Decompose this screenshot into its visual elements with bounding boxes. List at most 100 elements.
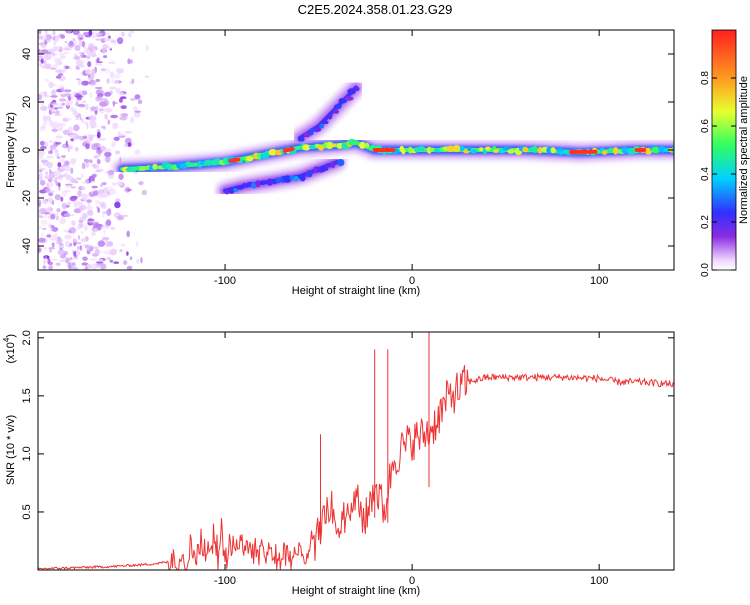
noise-speckle-dot bbox=[76, 60, 84, 66]
noise-speckle-dot bbox=[71, 220, 76, 226]
snr-y-axis-label: SNR (10 * v/v) bbox=[5, 415, 17, 485]
noise-speckle-dot bbox=[69, 227, 76, 234]
noise-speckle-dot bbox=[76, 100, 79, 105]
noise-speckle-dot bbox=[56, 135, 63, 138]
noise-speckle-dot bbox=[136, 241, 138, 248]
colorbar-tick-label: 0.8 bbox=[700, 71, 711, 85]
noise-speckle-dot bbox=[84, 46, 87, 51]
noise-speckle-dot bbox=[91, 174, 97, 178]
noise-speckle-dot bbox=[99, 107, 105, 114]
noise-speckle-dot bbox=[41, 232, 43, 237]
noise-speckle-dot bbox=[60, 175, 66, 177]
noise-speckle-dot bbox=[85, 245, 90, 249]
trace-blob bbox=[364, 143, 369, 148]
noise-speckle-dot bbox=[73, 125, 79, 132]
trace-blob bbox=[331, 143, 337, 147]
noise-speckle-dot bbox=[102, 44, 109, 49]
snr-multiplier-label: (x104) bbox=[2, 334, 17, 364]
trace-blob bbox=[354, 140, 359, 145]
noise-speckle-dot bbox=[46, 182, 53, 188]
noise-speckle-dot bbox=[77, 190, 82, 197]
noise-speckle-dot bbox=[64, 213, 70, 217]
spectrogram-y-axis-label: Frequency (Hz) bbox=[5, 112, 17, 188]
noise-speckle-dot bbox=[89, 135, 93, 141]
noise-speckle-dot bbox=[60, 56, 66, 59]
noise-speckle-dot bbox=[82, 101, 86, 103]
trace-blob bbox=[485, 147, 491, 151]
noise-speckle-dot bbox=[45, 171, 48, 175]
noise-speckle-dot bbox=[127, 189, 132, 191]
noise-speckle-dot bbox=[50, 84, 57, 86]
noise-speckle-dot bbox=[79, 38, 83, 40]
trace-blob bbox=[225, 189, 230, 195]
noise-speckle-dot bbox=[98, 240, 105, 247]
noise-speckle-dot bbox=[63, 48, 71, 50]
noise-speckle-dot bbox=[47, 234, 51, 237]
noise-speckle-dot bbox=[88, 219, 95, 221]
noise-speckle-dot bbox=[93, 246, 100, 249]
noise-speckle-dot bbox=[103, 55, 107, 58]
noise-speckle-dot bbox=[64, 165, 70, 171]
noise-speckle-dot bbox=[41, 59, 44, 64]
noise-speckle-dot bbox=[77, 97, 82, 100]
noise-speckle-dot bbox=[63, 130, 71, 133]
noise-speckle-dot bbox=[124, 131, 132, 133]
noise-speckle-dot bbox=[58, 127, 63, 131]
noise-speckle-dot bbox=[115, 214, 119, 216]
snr-plot-area bbox=[38, 332, 674, 570]
noise-speckle-dot bbox=[112, 139, 117, 146]
noise-speckle-dot bbox=[69, 41, 73, 47]
trace-blob bbox=[309, 145, 316, 149]
noise-speckle-dot bbox=[66, 202, 71, 205]
trace-blob bbox=[453, 145, 461, 152]
noise-speckle-dot bbox=[45, 79, 50, 82]
noise-speckle-dot bbox=[81, 81, 89, 86]
noise-speckle-dot bbox=[110, 115, 118, 119]
noise-speckle-dot bbox=[71, 186, 76, 188]
noise-speckle-dot bbox=[40, 106, 47, 111]
noise-speckle-dot bbox=[92, 228, 99, 232]
colorbar-tick-label: 0.0 bbox=[700, 263, 711, 277]
noise-speckle-dot bbox=[104, 148, 112, 152]
noise-speckle-dot bbox=[74, 56, 81, 60]
noise-speckle-dot bbox=[36, 94, 42, 100]
noise-speckle-dot bbox=[51, 178, 55, 181]
noise-speckle-dot bbox=[54, 114, 62, 116]
noise-speckle-dot bbox=[54, 149, 58, 154]
noise-speckle-dot bbox=[61, 34, 65, 39]
noise-speckle-dot bbox=[95, 96, 102, 102]
trace-blob bbox=[319, 124, 324, 129]
noise-speckle-dot bbox=[121, 32, 124, 37]
noise-speckle-dot bbox=[61, 103, 65, 106]
noise-speckle-dot bbox=[105, 67, 110, 74]
noise-speckle-dot bbox=[95, 249, 100, 256]
noise-speckle-dot bbox=[69, 134, 75, 138]
noise-speckle-dot bbox=[50, 228, 52, 231]
colorbar-label: Normalized spectral amplitude bbox=[738, 76, 750, 224]
noise-speckle-dot bbox=[44, 28, 48, 33]
trace-blob bbox=[308, 170, 312, 177]
noise-speckle-dot bbox=[36, 210, 41, 216]
noise-speckle-dot bbox=[111, 79, 115, 84]
noise-speckle-dot bbox=[88, 43, 94, 50]
noise-speckle-dot bbox=[55, 69, 62, 73]
trace-blob bbox=[334, 110, 339, 114]
noise-speckle-dot bbox=[106, 38, 109, 41]
noise-speckle-dot bbox=[91, 186, 97, 189]
noise-speckle-dot bbox=[130, 98, 136, 101]
noise-speckle-dot bbox=[48, 247, 55, 249]
noise-speckle-dot bbox=[65, 176, 73, 181]
noise-speckle-dot bbox=[81, 119, 84, 123]
trace-blob bbox=[322, 121, 329, 125]
noise-speckle-dot bbox=[127, 266, 133, 270]
noise-speckle-dot bbox=[82, 257, 88, 261]
noise-speckle-dot bbox=[63, 93, 68, 96]
noise-speckle-dot bbox=[113, 101, 115, 107]
noise-speckle-dot bbox=[117, 181, 123, 186]
noise-speckle-dot bbox=[78, 235, 80, 240]
noise-speckle-dot bbox=[62, 190, 68, 197]
noise-speckle-dot bbox=[60, 166, 65, 170]
noise-speckle-dot bbox=[87, 54, 93, 56]
